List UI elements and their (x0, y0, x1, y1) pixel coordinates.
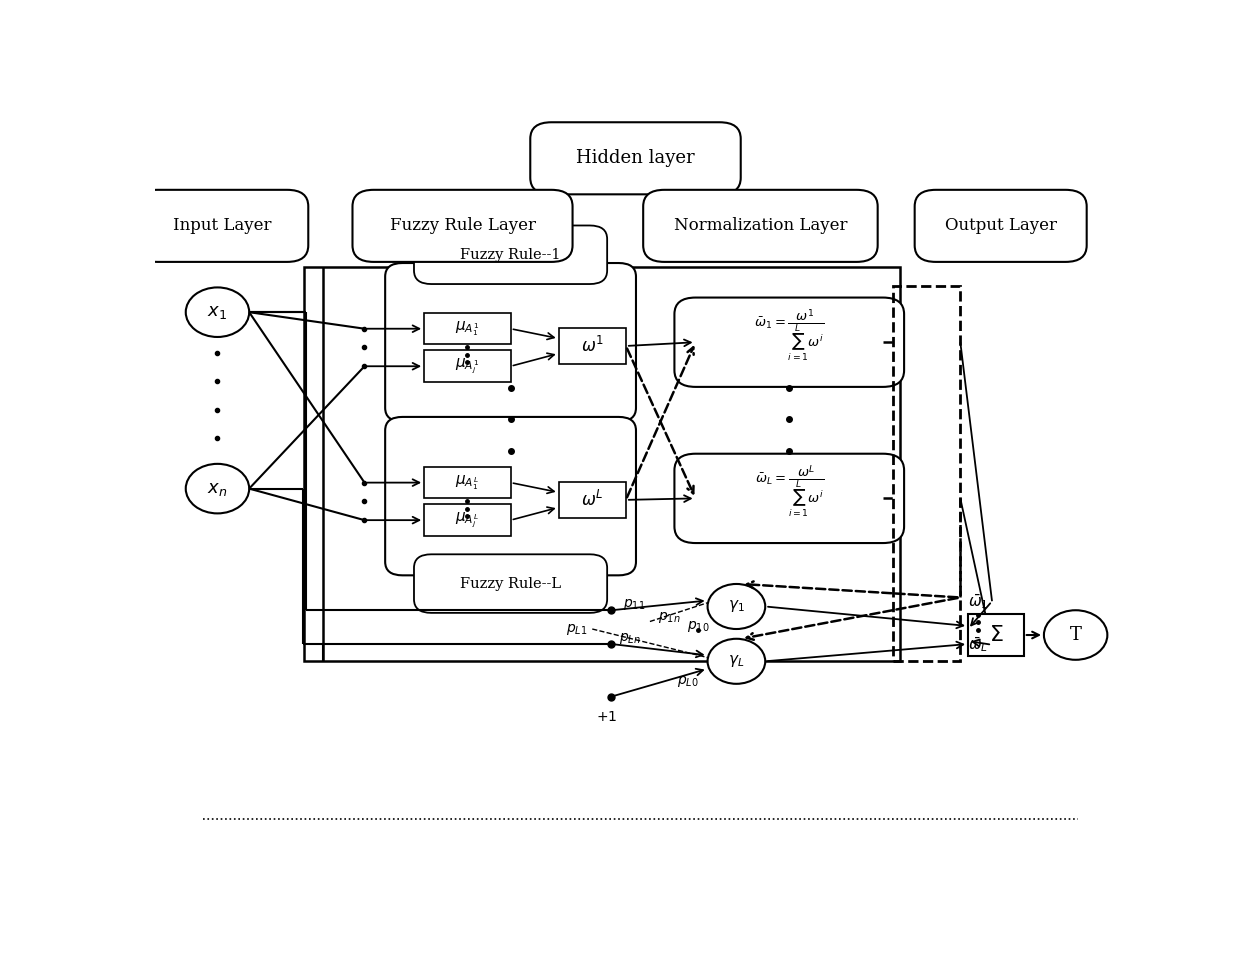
Text: Fuzzy Rule--1: Fuzzy Rule--1 (460, 248, 560, 261)
FancyBboxPatch shape (644, 190, 878, 262)
Bar (304, 267, 900, 661)
Bar (424, 313, 511, 344)
Bar (424, 350, 511, 382)
Text: $p_{Ln}$: $p_{Ln}$ (619, 631, 641, 646)
Text: $p_{10}$: $p_{10}$ (687, 618, 709, 634)
Text: $p_{11}$: $p_{11}$ (622, 597, 645, 611)
Text: $\mu_{A_1^L}$: $\mu_{A_1^L}$ (455, 473, 479, 492)
FancyBboxPatch shape (136, 190, 309, 262)
Text: $x_1$: $x_1$ (207, 303, 227, 321)
FancyBboxPatch shape (675, 453, 904, 543)
Text: $p_{L1}$: $p_{L1}$ (565, 621, 588, 637)
Text: Fuzzy Rule--L: Fuzzy Rule--L (460, 576, 562, 591)
Text: $p_{L0}$: $p_{L0}$ (677, 674, 699, 689)
Bar (424, 504, 511, 536)
FancyBboxPatch shape (386, 417, 636, 575)
FancyBboxPatch shape (352, 190, 573, 262)
Text: $x_n$: $x_n$ (207, 480, 228, 497)
Bar (893, 286, 960, 661)
Text: $\gamma_L$: $\gamma_L$ (728, 653, 744, 669)
FancyBboxPatch shape (915, 190, 1086, 262)
Bar (559, 482, 626, 518)
Circle shape (186, 464, 249, 514)
Text: $\mu_{A_j^1}$: $\mu_{A_j^1}$ (455, 357, 480, 376)
Text: $\mu_{A_1^1}$: $\mu_{A_1^1}$ (455, 319, 480, 338)
Bar (559, 328, 626, 364)
Circle shape (186, 288, 249, 337)
Circle shape (708, 584, 765, 629)
Text: $\bar{\omega}_L = \dfrac{\omega^L}{\sum_{i=1}^{L}\omega^i}$: $\bar{\omega}_L = \dfrac{\omega^L}{\sum_… (754, 463, 825, 519)
Text: $\omega^1$: $\omega^1$ (580, 336, 604, 356)
Text: $\bar{\omega}_L$: $\bar{\omega}_L$ (968, 636, 988, 654)
Text: Hidden layer: Hidden layer (577, 149, 694, 168)
Text: Fuzzy Rule Layer: Fuzzy Rule Layer (389, 217, 536, 234)
FancyBboxPatch shape (386, 263, 636, 421)
Text: $\Sigma$: $\Sigma$ (988, 624, 1003, 646)
Circle shape (708, 639, 765, 683)
Text: Output Layer: Output Layer (945, 217, 1056, 234)
Text: $\omega^L$: $\omega^L$ (582, 489, 604, 510)
FancyBboxPatch shape (531, 122, 740, 194)
FancyBboxPatch shape (414, 225, 608, 284)
FancyBboxPatch shape (414, 555, 608, 613)
Text: $\mu_{A_j^L}$: $\mu_{A_j^L}$ (455, 511, 479, 529)
Text: $\gamma_1$: $\gamma_1$ (728, 599, 745, 614)
Text: $+1$: $+1$ (596, 710, 618, 724)
Text: $\bar{\omega}_1 = \dfrac{\omega^1}{\sum_{i=1}^{L}\omega^i}$: $\bar{\omega}_1 = \dfrac{\omega^1}{\sum_… (754, 307, 825, 363)
Bar (424, 467, 511, 498)
FancyBboxPatch shape (675, 297, 904, 387)
Text: $p_{1n}$: $p_{1n}$ (657, 610, 681, 625)
Text: Input Layer: Input Layer (174, 217, 272, 234)
Text: $\bar{\omega}_1$: $\bar{\omega}_1$ (968, 592, 988, 610)
Text: T: T (1070, 626, 1081, 644)
Bar (968, 614, 1024, 655)
Text: Normalization Layer: Normalization Layer (673, 217, 847, 234)
Circle shape (1044, 610, 1107, 660)
